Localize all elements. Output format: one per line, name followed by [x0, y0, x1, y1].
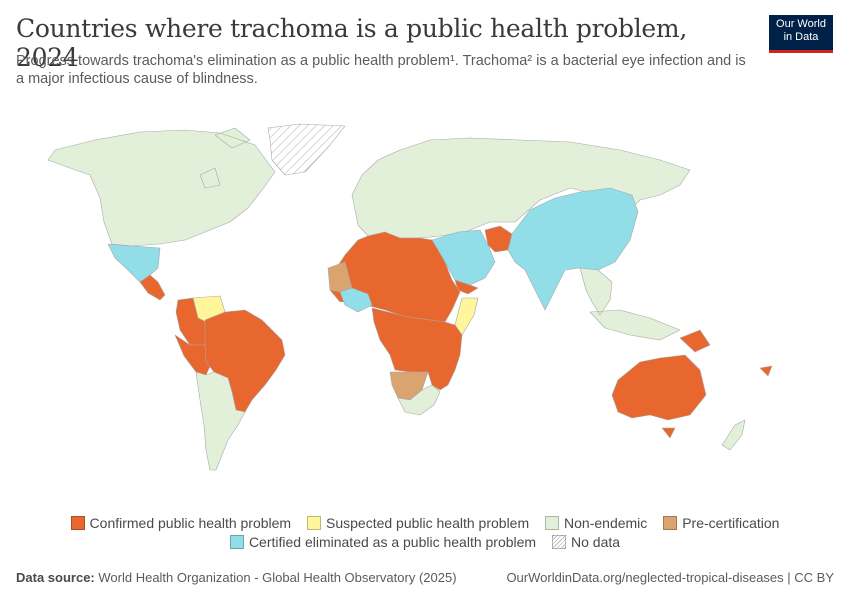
logo-line-2: in Data — [783, 31, 819, 43]
legend-item-non-endemic[interactable]: Non-endemic — [545, 515, 647, 531]
region-west-africa-certified[interactable] — [339, 287, 373, 313]
region-greenland[interactable] — [267, 123, 346, 176]
legend-swatch-no-data — [552, 535, 566, 550]
region-somalia[interactable] — [454, 297, 479, 336]
data-source-label: Data source: — [16, 570, 95, 585]
data-source: Data source: World Health Organization -… — [16, 570, 457, 585]
logo-line-1: Our World — [776, 18, 826, 30]
region-brazil[interactable] — [204, 309, 286, 413]
legend-item-confirmed[interactable]: Confirmed public health problem — [70, 515, 292, 532]
region-central-america[interactable] — [139, 274, 166, 301]
world-map[interactable] — [0, 110, 850, 510]
region-south-africa[interactable] — [397, 384, 441, 416]
region-mexico[interactable] — [107, 243, 161, 283]
region-southeast-asia[interactable] — [579, 267, 681, 341]
data-source-text: World Health Organization - Global Healt… — [98, 570, 457, 585]
legend-swatch-suspected — [307, 516, 321, 531]
legend-row-2: Certified eliminated as a public health … — [0, 533, 850, 550]
region-png-pacific[interactable] — [679, 329, 773, 377]
legend-item-no-data[interactable]: No data — [552, 534, 620, 550]
legend-row-1: Confirmed public health problem Suspecte… — [0, 514, 850, 531]
legend-item-suspected[interactable]: Suspected public health problem — [307, 515, 529, 531]
legend-swatch-non-endemic — [545, 516, 560, 531]
legend-label-non-endemic: Non-endemic — [564, 515, 648, 532]
legend-swatch-confirmed — [70, 516, 85, 531]
region-india-china[interactable] — [507, 187, 639, 311]
region-new-zealand[interactable] — [721, 419, 746, 451]
footer-link[interactable]: OurWorldinData.org/neglected-tropical-di… — [506, 570, 834, 585]
legend-label-no-data: No data — [571, 534, 621, 551]
legend-label-certified: Certified eliminated as a public health … — [248, 534, 537, 551]
legend-swatch-certified — [229, 535, 244, 550]
chart-title: Countries where trachoma is a public hea… — [16, 14, 687, 72]
region-central-east-africa[interactable] — [371, 307, 463, 391]
legend-label-pre-certification: Pre-certification — [682, 515, 780, 532]
legend-item-pre-certification[interactable]: Pre-certification — [663, 515, 779, 531]
legend-swatch-pre-certification — [663, 516, 678, 531]
region-peru[interactable] — [174, 334, 213, 376]
region-australia[interactable] — [611, 354, 707, 439]
chart-subtitle: Progress towards trachoma's elimination … — [16, 53, 746, 87]
region-north-america[interactable] — [47, 127, 276, 247]
legend-label-confirmed: Confirmed public health problem — [89, 515, 292, 532]
region-south-america-south[interactable] — [195, 371, 246, 471]
legend-label-suspected: Suspected public health problem — [326, 515, 530, 532]
legend-item-certified[interactable]: Certified eliminated as a public health … — [229, 534, 537, 551]
owid-logo[interactable]: Our World in Data — [769, 15, 833, 53]
